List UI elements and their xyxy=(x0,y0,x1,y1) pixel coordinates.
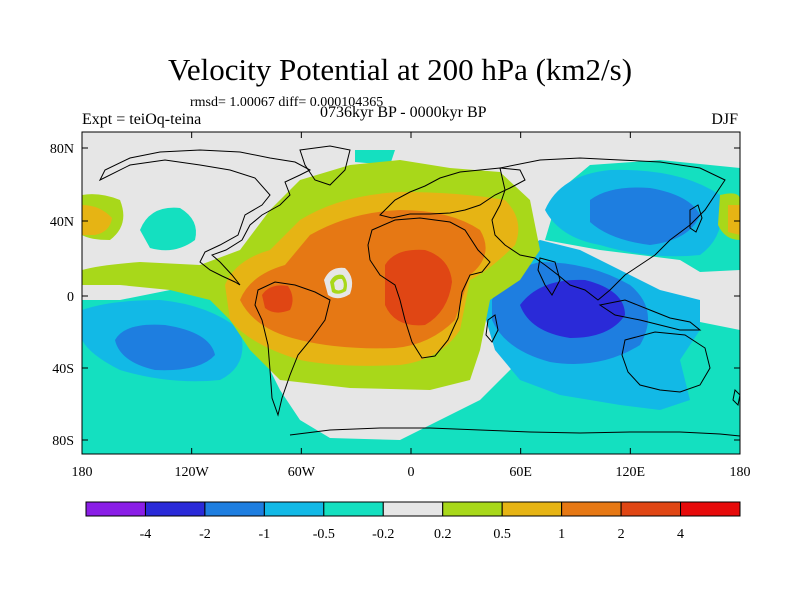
coast-south-america xyxy=(254,281,331,417)
coast-madagascar xyxy=(485,314,499,343)
coast-india xyxy=(537,257,561,296)
contour-field xyxy=(82,132,740,454)
lon-label: 60W xyxy=(288,465,316,480)
colorbar-label: 4 xyxy=(677,527,684,542)
coast-australia xyxy=(621,331,711,393)
colorbar-label: -0.2 xyxy=(372,527,394,542)
coast-japan xyxy=(689,204,703,233)
colorbar-segment xyxy=(620,501,682,517)
coast-asia xyxy=(491,157,726,301)
colorbar-label: 0.5 xyxy=(493,527,511,542)
colorbar-label: 2 xyxy=(618,527,625,542)
colorbar-label: -1 xyxy=(259,527,271,542)
lon-label: 120W xyxy=(175,465,210,480)
lon-label: 60E xyxy=(509,465,532,480)
colorbar-label: -2 xyxy=(199,527,211,542)
contour-atlantic-hole-core xyxy=(334,278,344,291)
lat-label: 40N xyxy=(50,215,74,230)
coast-antarctica xyxy=(289,427,740,437)
contour-date-orange xyxy=(728,205,740,235)
map-title: Velocity Potential at 200 hPa (km2/s) xyxy=(167,52,633,87)
contour-southpacific-blue xyxy=(115,324,215,371)
longitude-axis: 180 120W 60W 0 60E 120E 180 xyxy=(72,132,751,480)
coast-north-america xyxy=(98,149,312,286)
colorbar-segment xyxy=(323,501,384,517)
contour-southamerica-red xyxy=(262,285,293,313)
contour-arctic-teal xyxy=(355,150,395,165)
coast-newzealand xyxy=(732,388,740,407)
colorbar-segment xyxy=(382,501,444,517)
latitude-axis: 80N 40N 0 40S 80S xyxy=(50,142,740,449)
coast-europe-north xyxy=(379,167,526,219)
contour-pacific-orange xyxy=(82,205,112,235)
lon-label: 120E xyxy=(616,465,646,480)
lon-label: 0 xyxy=(408,465,415,480)
colorbar-segment xyxy=(263,501,325,517)
colorbar-label: -4 xyxy=(140,527,152,542)
contour-pacific-blue xyxy=(590,187,700,245)
lat-label: 0 xyxy=(67,290,74,305)
coastlines xyxy=(98,145,740,437)
colorbar-label: 0.2 xyxy=(434,527,452,542)
lat-label: 80S xyxy=(52,434,74,449)
lon-label: 180 xyxy=(730,465,751,480)
lon-label: 180 xyxy=(72,465,93,480)
coast-africa-europe xyxy=(367,217,491,359)
coast-greenland xyxy=(299,145,351,186)
colorbar-segment xyxy=(501,501,563,517)
colorbar-segment xyxy=(85,501,146,517)
colorbar-segment xyxy=(204,501,265,517)
colorbar-label: -0.5 xyxy=(313,527,335,542)
colorbar-label: 1 xyxy=(558,527,565,542)
colorbar: -4 -2 -1 -0.5 -0.2 0.2 0.5 1 2 4 xyxy=(85,501,741,542)
contour-atlantic-teal xyxy=(140,207,196,251)
rmsd-diff-stats: rmsd= 1.00067 diff= 0.000104365 xyxy=(190,95,384,110)
colorbar-segment xyxy=(144,501,206,517)
colorbar-segment xyxy=(442,501,503,517)
colorbar-segment xyxy=(561,501,622,517)
colorbar-segment xyxy=(680,501,741,517)
coast-maritime xyxy=(598,299,702,331)
lat-label: 40S xyxy=(52,362,74,377)
lat-label: 80N xyxy=(50,142,74,157)
period-label: 0736kyr BP - 0000kyr BP xyxy=(320,104,487,121)
experiment-label: Expt = teiOq-teina xyxy=(82,111,202,128)
contour-indian-darkblue xyxy=(520,279,625,338)
season-label: DJF xyxy=(711,111,738,128)
